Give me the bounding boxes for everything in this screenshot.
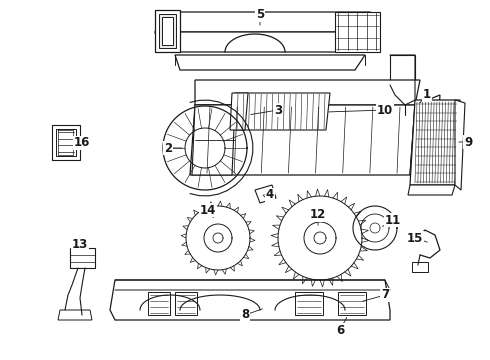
Polygon shape	[56, 129, 76, 156]
Text: 16: 16	[74, 136, 90, 149]
Text: 14: 14	[200, 203, 216, 216]
Polygon shape	[255, 185, 276, 203]
Polygon shape	[155, 32, 380, 52]
Polygon shape	[295, 292, 323, 315]
Text: 13: 13	[72, 238, 88, 252]
Text: 2: 2	[164, 141, 172, 154]
Text: 10: 10	[377, 104, 393, 117]
Polygon shape	[338, 292, 366, 315]
Polygon shape	[110, 280, 390, 320]
Text: 8: 8	[241, 309, 249, 321]
Polygon shape	[52, 125, 80, 160]
Text: 11: 11	[385, 213, 401, 226]
Polygon shape	[455, 100, 465, 190]
Text: 4: 4	[266, 189, 274, 202]
Polygon shape	[235, 93, 330, 130]
Polygon shape	[155, 12, 380, 32]
Text: 6: 6	[336, 324, 344, 337]
Polygon shape	[159, 14, 176, 48]
Polygon shape	[335, 12, 380, 52]
Polygon shape	[148, 292, 170, 315]
Polygon shape	[408, 185, 455, 195]
Polygon shape	[155, 10, 180, 52]
Text: 3: 3	[274, 104, 282, 117]
Polygon shape	[230, 93, 248, 130]
Polygon shape	[410, 100, 460, 185]
Polygon shape	[195, 80, 420, 105]
Text: 7: 7	[381, 288, 389, 302]
Text: 15: 15	[407, 231, 423, 244]
Text: 12: 12	[310, 208, 326, 221]
Text: 5: 5	[256, 9, 264, 22]
Polygon shape	[390, 55, 415, 90]
Polygon shape	[398, 108, 410, 118]
Polygon shape	[412, 262, 428, 272]
Polygon shape	[58, 310, 92, 320]
Polygon shape	[162, 17, 173, 45]
Polygon shape	[190, 105, 415, 175]
Polygon shape	[410, 95, 440, 175]
Polygon shape	[70, 248, 95, 268]
Polygon shape	[175, 55, 365, 70]
Text: 1: 1	[423, 89, 431, 102]
Polygon shape	[192, 105, 235, 175]
Text: 9: 9	[464, 135, 472, 148]
Polygon shape	[175, 292, 197, 315]
